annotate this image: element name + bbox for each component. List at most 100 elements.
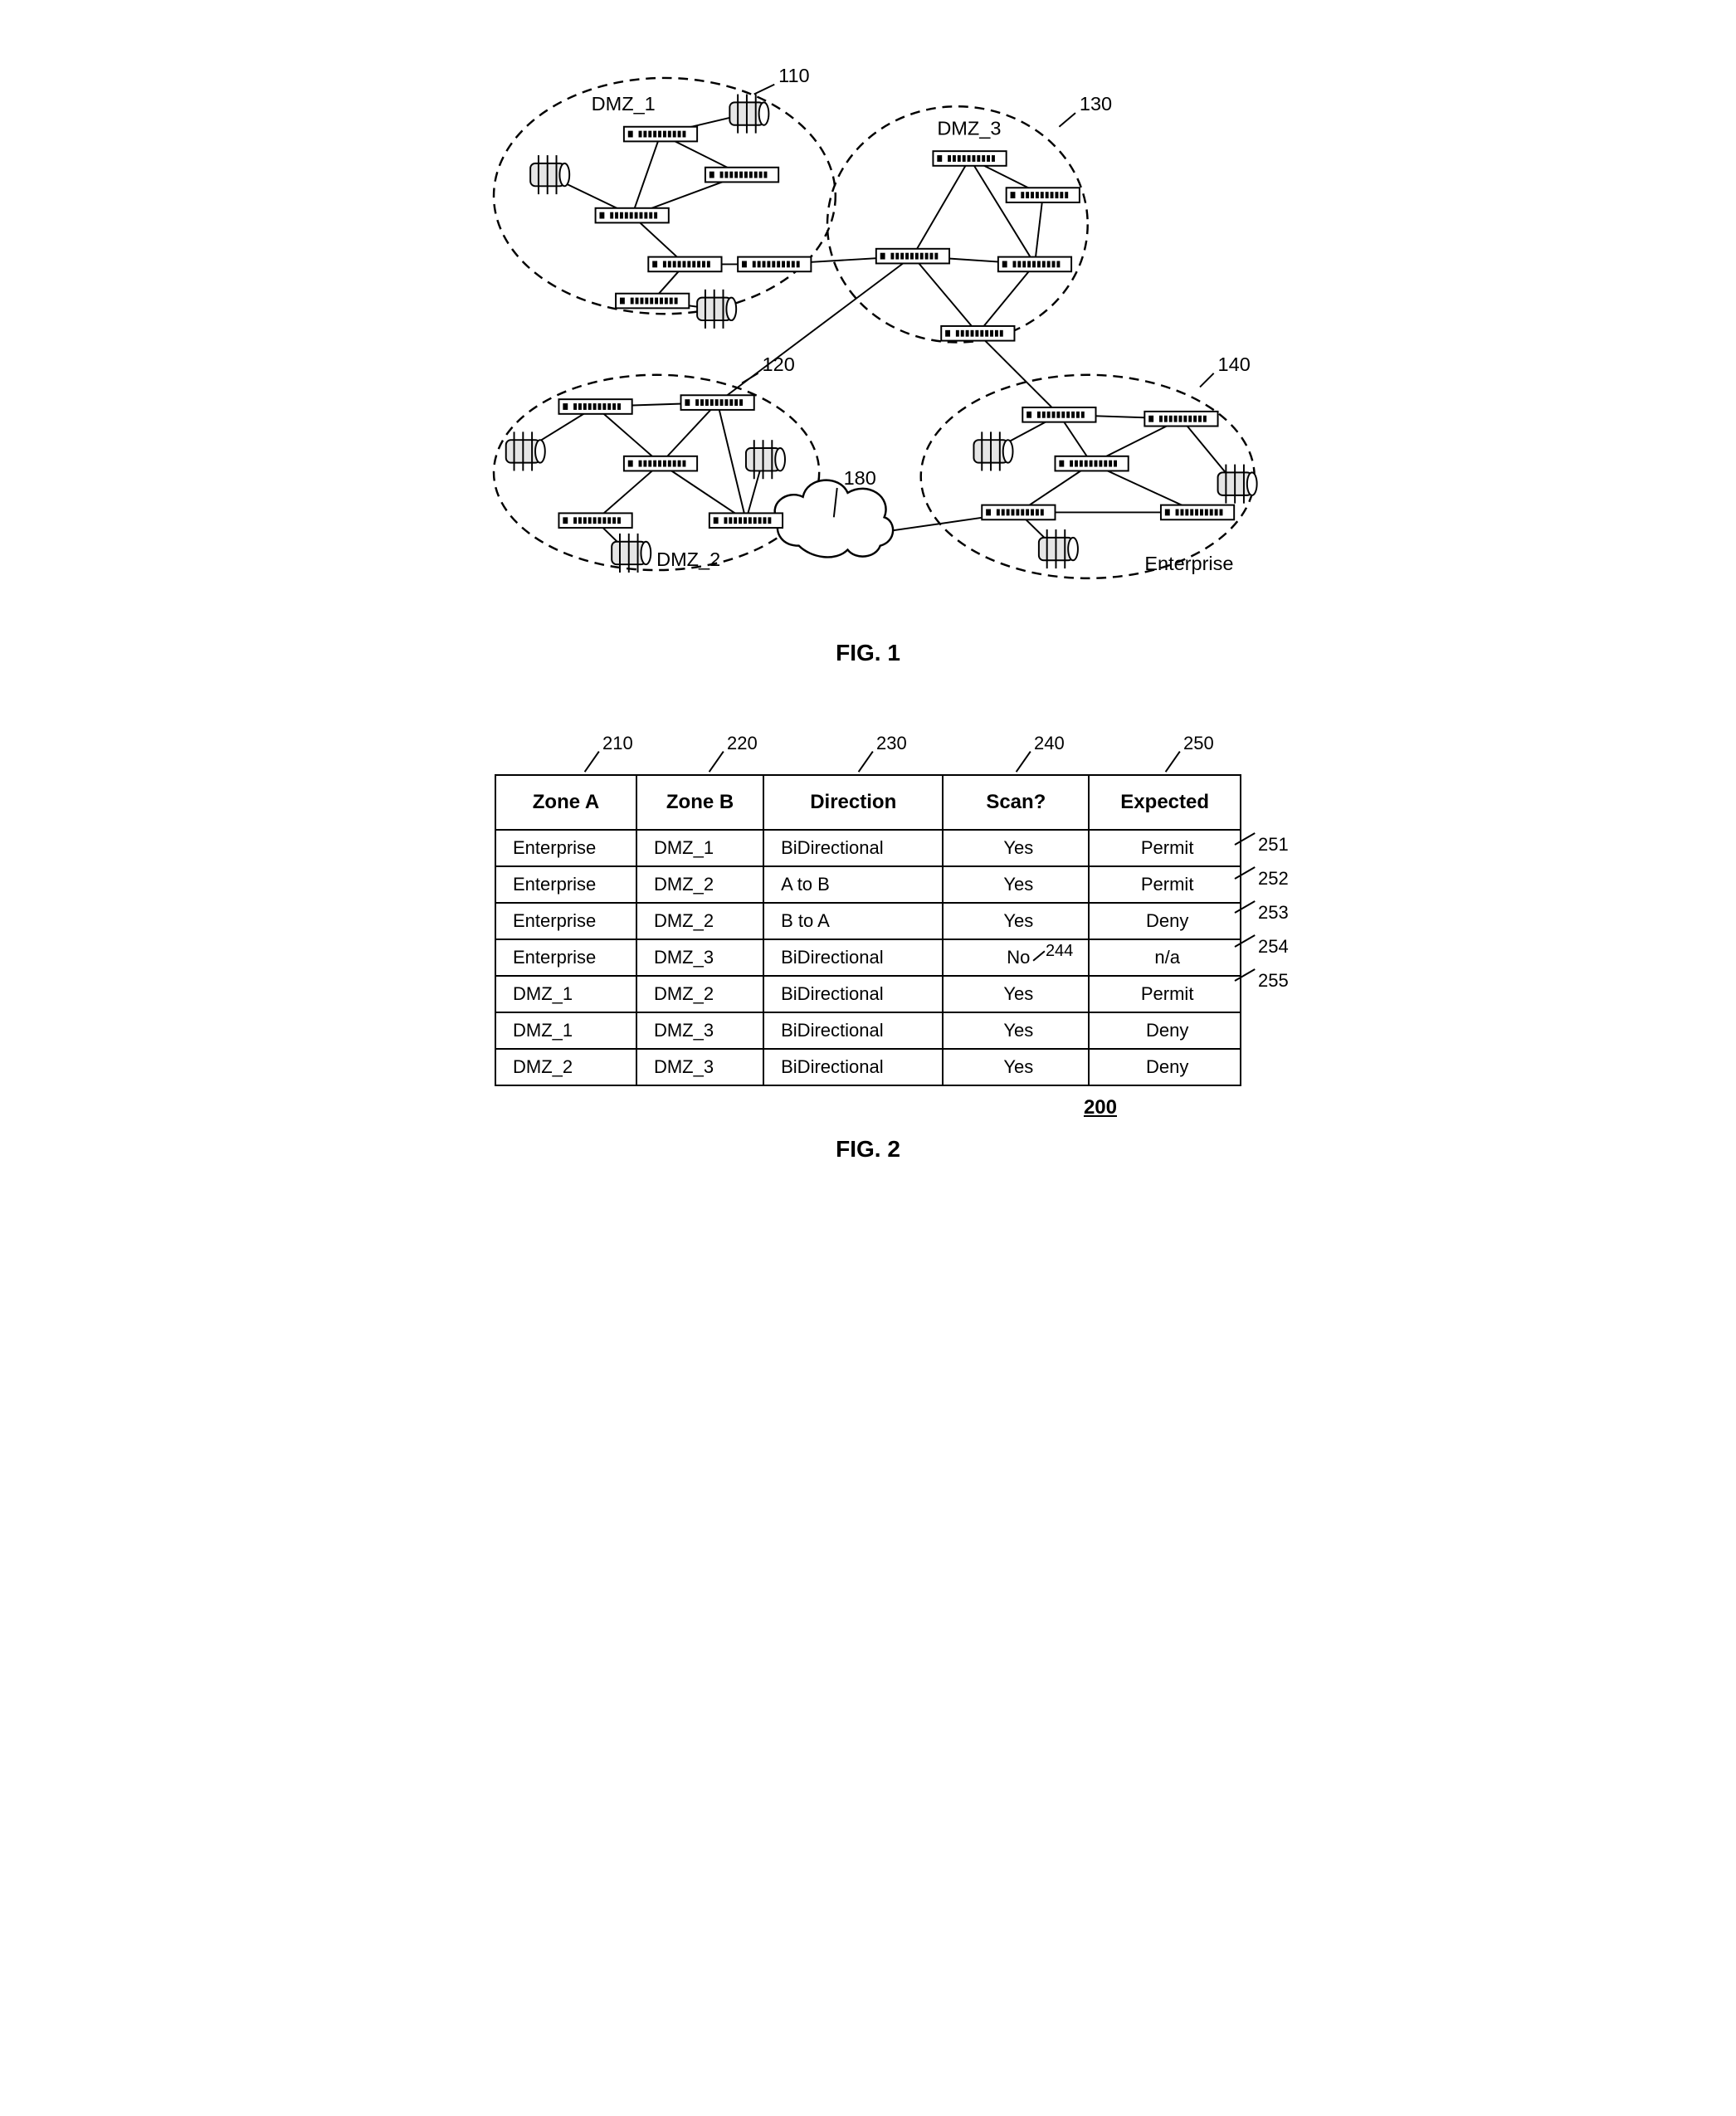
table-row: EnterpriseDMZ_2B to AYesDeny bbox=[495, 903, 1241, 939]
table-cell: Deny bbox=[1089, 1049, 1241, 1085]
table-cell: BiDirectional bbox=[763, 976, 943, 1012]
internet-cloud bbox=[775, 480, 893, 558]
zone-dmz3 bbox=[827, 106, 1088, 342]
table-row: EnterpriseDMZ_1BiDirectionalYesPermit bbox=[495, 830, 1241, 866]
switch-icon bbox=[705, 168, 778, 183]
link bbox=[978, 264, 1035, 333]
host-icon bbox=[530, 155, 569, 194]
table-row: DMZ_1DMZ_3BiDirectionalYesDeny bbox=[495, 1012, 1241, 1049]
col-ref-label: 220 bbox=[727, 733, 758, 754]
host-icon bbox=[1039, 529, 1078, 568]
table-cell: Yes bbox=[943, 830, 1089, 866]
switch-icon bbox=[998, 257, 1071, 272]
switch-icon bbox=[624, 127, 697, 142]
figure-2-caption: FIG. 2 bbox=[453, 1136, 1283, 1163]
switch-icon bbox=[876, 249, 949, 264]
row-ref-label: 255 bbox=[1258, 970, 1289, 992]
cloud-ref: 180 bbox=[844, 467, 876, 489]
link bbox=[661, 464, 746, 521]
host-icon bbox=[506, 431, 545, 470]
zone-label: DMZ_3 bbox=[937, 118, 1001, 139]
network-diagram: 180DMZ_1110DMZ_2120DMZ_3130Enterprise140 bbox=[453, 33, 1283, 619]
switch-icon bbox=[558, 513, 631, 528]
link bbox=[596, 464, 661, 521]
ref-tick bbox=[1033, 950, 1046, 961]
table-cell: Enterprise bbox=[495, 939, 636, 976]
switch-icon bbox=[1022, 407, 1095, 422]
link bbox=[913, 256, 978, 334]
table-cell: No244 bbox=[943, 939, 1089, 976]
figure-2: 210 220 230 240 250 Zone AZone BDirectionSca… bbox=[453, 733, 1283, 1163]
row-ref-label: 251 bbox=[1258, 834, 1289, 856]
table-cell: Enterprise bbox=[495, 903, 636, 939]
switch-icon bbox=[1144, 412, 1217, 427]
col-header: Zone A bbox=[495, 775, 636, 830]
table-cell: DMZ_1 bbox=[495, 1012, 636, 1049]
col-ref-label: 230 bbox=[876, 733, 907, 754]
table-cell: Yes bbox=[943, 1012, 1089, 1049]
switch-icon bbox=[624, 456, 697, 471]
switch-icon bbox=[1161, 505, 1234, 520]
table-row: DMZ_1DMZ_2BiDirectionalYesPermit bbox=[495, 976, 1241, 1012]
figure-1: 180DMZ_1110DMZ_2120DMZ_3130Enterprise140… bbox=[453, 33, 1283, 666]
zone-ent bbox=[921, 375, 1255, 578]
table-cell: BiDirectional bbox=[763, 1012, 943, 1049]
switch-icon bbox=[1007, 188, 1080, 202]
link bbox=[661, 402, 718, 464]
table-cell: DMZ_2 bbox=[636, 866, 763, 903]
column-ref-labels: 210 220 230 240 250 bbox=[495, 733, 1241, 774]
row-ref-label: 254 bbox=[1258, 936, 1289, 958]
table-cell: DMZ_2 bbox=[636, 976, 763, 1012]
table-cell: Permit bbox=[1089, 976, 1241, 1012]
switch-icon bbox=[982, 505, 1055, 520]
col-ref-label: 250 bbox=[1183, 733, 1214, 754]
table-cell: BiDirectional bbox=[763, 1049, 943, 1085]
col-header: Direction bbox=[763, 775, 943, 830]
table-cell: Yes bbox=[943, 976, 1089, 1012]
row-ref-label: 252 bbox=[1258, 868, 1289, 890]
col-header: Expected bbox=[1089, 775, 1241, 830]
switch-icon bbox=[558, 399, 631, 414]
col-header: Zone B bbox=[636, 775, 763, 830]
table-cell: DMZ_3 bbox=[636, 1012, 763, 1049]
zone-dmz1 bbox=[494, 78, 836, 314]
zone-scan-table: Zone AZone BDirectionScan?Expected Enter… bbox=[495, 774, 1241, 1086]
table-cell: Permit bbox=[1089, 866, 1241, 903]
switch-icon bbox=[681, 395, 754, 410]
table-cell: DMZ_2 bbox=[636, 903, 763, 939]
link bbox=[913, 158, 970, 256]
table-cell: Enterprise bbox=[495, 830, 636, 866]
zone-ref: 140 bbox=[1218, 353, 1251, 375]
table-cell: Permit bbox=[1089, 830, 1241, 866]
table-cell: n/a bbox=[1089, 939, 1241, 976]
switch-icon bbox=[710, 513, 783, 528]
link bbox=[596, 407, 661, 464]
table-cell: B to A bbox=[763, 903, 943, 939]
table-row: EnterpriseDMZ_3BiDirectionalNo244n/a bbox=[495, 939, 1241, 976]
table-cell: DMZ_3 bbox=[636, 939, 763, 976]
link bbox=[978, 334, 1059, 415]
figure-1-caption: FIG. 1 bbox=[453, 640, 1283, 666]
row-ref-label: 253 bbox=[1258, 902, 1289, 924]
switch-icon bbox=[933, 151, 1006, 166]
switch-icon bbox=[596, 208, 669, 223]
zone-ref: 120 bbox=[763, 353, 795, 375]
host-icon bbox=[697, 290, 736, 329]
table-row: DMZ_2DMZ_3BiDirectionalYesDeny bbox=[495, 1049, 1241, 1085]
switch-icon bbox=[616, 294, 689, 309]
switch-icon bbox=[1055, 456, 1128, 471]
zone-ref: 130 bbox=[1080, 93, 1112, 115]
table-cell: Enterprise bbox=[495, 866, 636, 903]
col-ref-label: 240 bbox=[1034, 733, 1065, 754]
col-ref-label: 210 bbox=[602, 733, 633, 754]
table-cell: DMZ_1 bbox=[636, 830, 763, 866]
table-cell: Yes bbox=[943, 903, 1089, 939]
ref-tick bbox=[1235, 878, 1260, 880]
link bbox=[632, 134, 661, 216]
ref-tick bbox=[1235, 980, 1260, 982]
link bbox=[1035, 195, 1043, 264]
switch-icon bbox=[648, 257, 721, 272]
table-cell: DMZ_3 bbox=[636, 1049, 763, 1085]
table-row: EnterpriseDMZ_2A to BYesPermit bbox=[495, 866, 1241, 903]
zone-label: DMZ_1 bbox=[592, 93, 656, 115]
